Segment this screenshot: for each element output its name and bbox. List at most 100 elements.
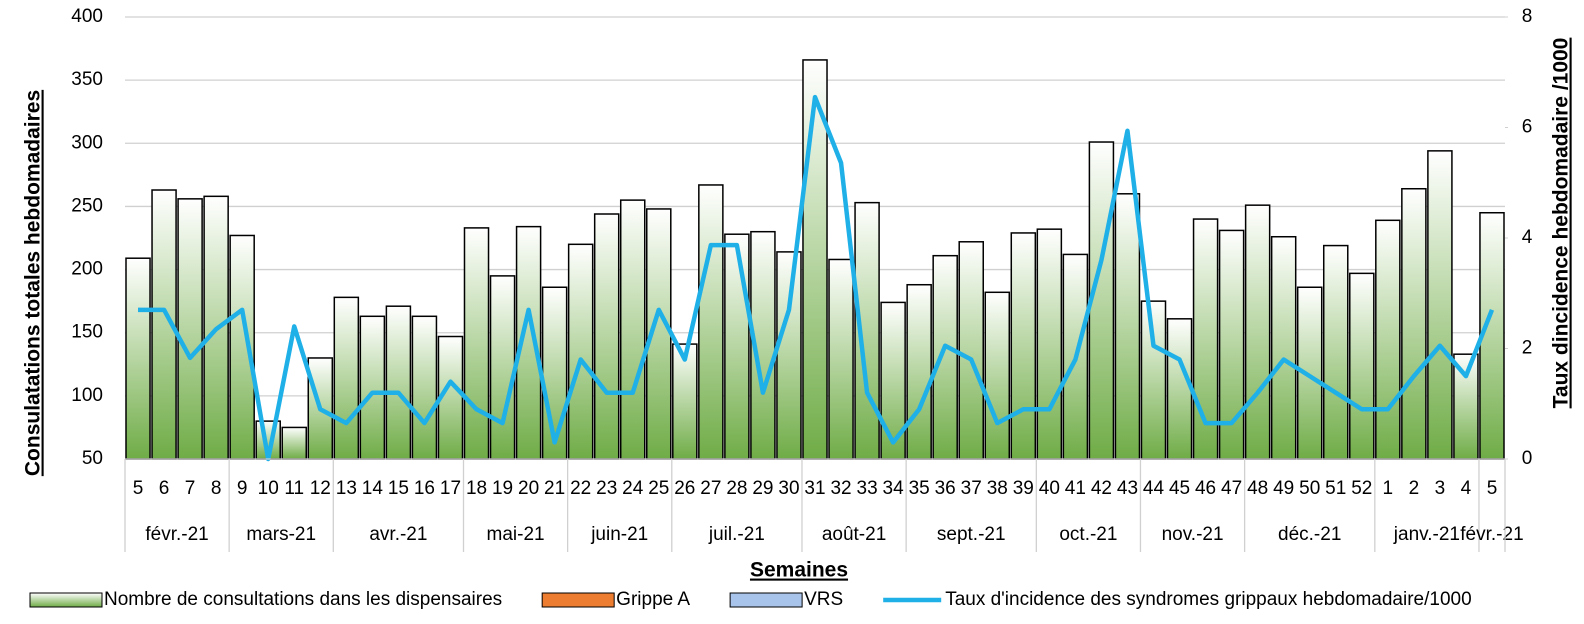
y-tick-label: 200 bbox=[71, 259, 103, 280]
x-tick-label: 43 bbox=[1117, 478, 1138, 499]
bar bbox=[1322, 244, 1349, 460]
legend-label: Taux d'incidence des syndromes grippaux … bbox=[945, 589, 1471, 610]
group-label: juin-21 bbox=[590, 524, 648, 545]
bar bbox=[906, 283, 932, 460]
x-tick-label: 22 bbox=[570, 478, 591, 499]
y-axis-title: Consulatations totales hebdomadaires bbox=[22, 90, 45, 476]
bar bbox=[567, 243, 594, 460]
x-tick-label: 23 bbox=[596, 478, 617, 499]
bar bbox=[932, 254, 958, 460]
legend: Nombre de consultations dans les dispens… bbox=[29, 589, 1472, 610]
x-tick-label: 52 bbox=[1351, 478, 1372, 499]
y-tick-label: 350 bbox=[71, 69, 103, 90]
group-label: févr.-21 bbox=[145, 524, 208, 545]
y-tick-label: 400 bbox=[71, 6, 103, 27]
bar bbox=[177, 198, 203, 460]
bar bbox=[1114, 193, 1141, 460]
x-tick-label: 37 bbox=[961, 478, 982, 499]
x-tick-label: 3 bbox=[1435, 478, 1446, 499]
bar bbox=[880, 301, 906, 460]
x-tick-label: 5 bbox=[133, 478, 144, 499]
x-tick-label: 38 bbox=[987, 478, 1008, 499]
bar bbox=[724, 233, 750, 460]
x-tick-label: 45 bbox=[1169, 478, 1190, 499]
bar bbox=[698, 184, 724, 460]
x-tick-label: 26 bbox=[674, 478, 695, 499]
x-tick-label: 14 bbox=[362, 478, 384, 499]
x-tick-label: 4 bbox=[1461, 478, 1472, 499]
x-tick-label: 25 bbox=[648, 478, 669, 499]
y2-tick-label: 6 bbox=[1522, 117, 1533, 138]
x-tick-label: 51 bbox=[1325, 478, 1346, 499]
x-tick-label: 41 bbox=[1065, 478, 1086, 499]
x-tick-label: 16 bbox=[414, 478, 435, 499]
x-tick-label: 17 bbox=[440, 478, 461, 499]
group-label: mars-21 bbox=[246, 524, 316, 545]
group-label: déc.-21 bbox=[1278, 524, 1341, 545]
group-label: mai-21 bbox=[487, 524, 545, 545]
group-label: juil.-21 bbox=[708, 524, 765, 545]
x-axis-title: Semaines bbox=[750, 559, 848, 582]
bar bbox=[1427, 150, 1453, 460]
x-tick-label: 28 bbox=[726, 478, 747, 499]
group-label: nov.-21 bbox=[1162, 524, 1224, 545]
bar bbox=[984, 291, 1011, 460]
x-tick-label: 34 bbox=[883, 478, 905, 499]
x-tick-label: 13 bbox=[336, 478, 357, 499]
x-tick-label: 42 bbox=[1091, 478, 1112, 499]
x-tick-label: 35 bbox=[909, 478, 930, 499]
x-tick-label: 33 bbox=[857, 478, 878, 499]
x-tick-label: 36 bbox=[935, 478, 956, 499]
bar bbox=[463, 227, 490, 460]
y2-tick-label: 8 bbox=[1522, 6, 1533, 27]
x-tick-label: 12 bbox=[310, 478, 331, 499]
bar bbox=[125, 257, 151, 460]
bar bbox=[1270, 235, 1297, 460]
bar bbox=[541, 286, 568, 460]
x-tick-label: 8 bbox=[211, 478, 222, 499]
x-tick-label: 6 bbox=[159, 478, 170, 499]
x-tick-label: 29 bbox=[752, 478, 773, 499]
bar bbox=[359, 315, 386, 460]
bar bbox=[385, 305, 412, 460]
x-tick-label: 5 bbox=[1487, 478, 1498, 499]
x-tick-label: 9 bbox=[237, 478, 248, 499]
x-tick-label: 15 bbox=[388, 478, 409, 499]
bar bbox=[1375, 219, 1401, 460]
bar bbox=[1036, 228, 1063, 460]
bar bbox=[958, 241, 984, 460]
legend-swatch bbox=[729, 592, 803, 608]
x-tick-label: 48 bbox=[1247, 478, 1268, 499]
x-tick-label: 7 bbox=[185, 478, 196, 499]
x-tick-label: 24 bbox=[622, 478, 644, 499]
legend-swatch bbox=[29, 592, 103, 608]
legend-label: Nombre de consultations dans les dispens… bbox=[104, 589, 502, 610]
x-tick-label: 40 bbox=[1039, 478, 1060, 499]
y2-axis-title: Taux dincidence hebdomadaire /1000 bbox=[1550, 38, 1573, 409]
group-label: août-21 bbox=[822, 524, 886, 545]
x-tick-label: 21 bbox=[544, 478, 565, 499]
bar bbox=[1401, 187, 1427, 460]
x-tick-label: 10 bbox=[258, 478, 279, 499]
bar bbox=[333, 296, 360, 460]
group-label: sept.-21 bbox=[937, 524, 1006, 545]
legend-label: VRS bbox=[804, 589, 843, 610]
y2-tick-label: 4 bbox=[1522, 227, 1533, 248]
bar bbox=[1453, 353, 1479, 460]
y2-tick-label: 0 bbox=[1522, 448, 1533, 469]
y-tick-label: 50 bbox=[82, 448, 103, 469]
x-tick-label: 18 bbox=[466, 478, 487, 499]
x-tick-label: 46 bbox=[1195, 478, 1216, 499]
x-tick-label: 27 bbox=[700, 478, 721, 499]
bar bbox=[281, 426, 308, 460]
x-tick-label: 49 bbox=[1273, 478, 1294, 499]
x-tick-label: 20 bbox=[518, 478, 539, 499]
bar bbox=[619, 199, 646, 460]
bar bbox=[776, 251, 802, 460]
bar bbox=[1244, 204, 1271, 460]
line-series bbox=[138, 94, 1495, 462]
bar bbox=[411, 315, 438, 460]
bar bbox=[1010, 232, 1037, 460]
y-tick-label: 250 bbox=[71, 195, 103, 216]
